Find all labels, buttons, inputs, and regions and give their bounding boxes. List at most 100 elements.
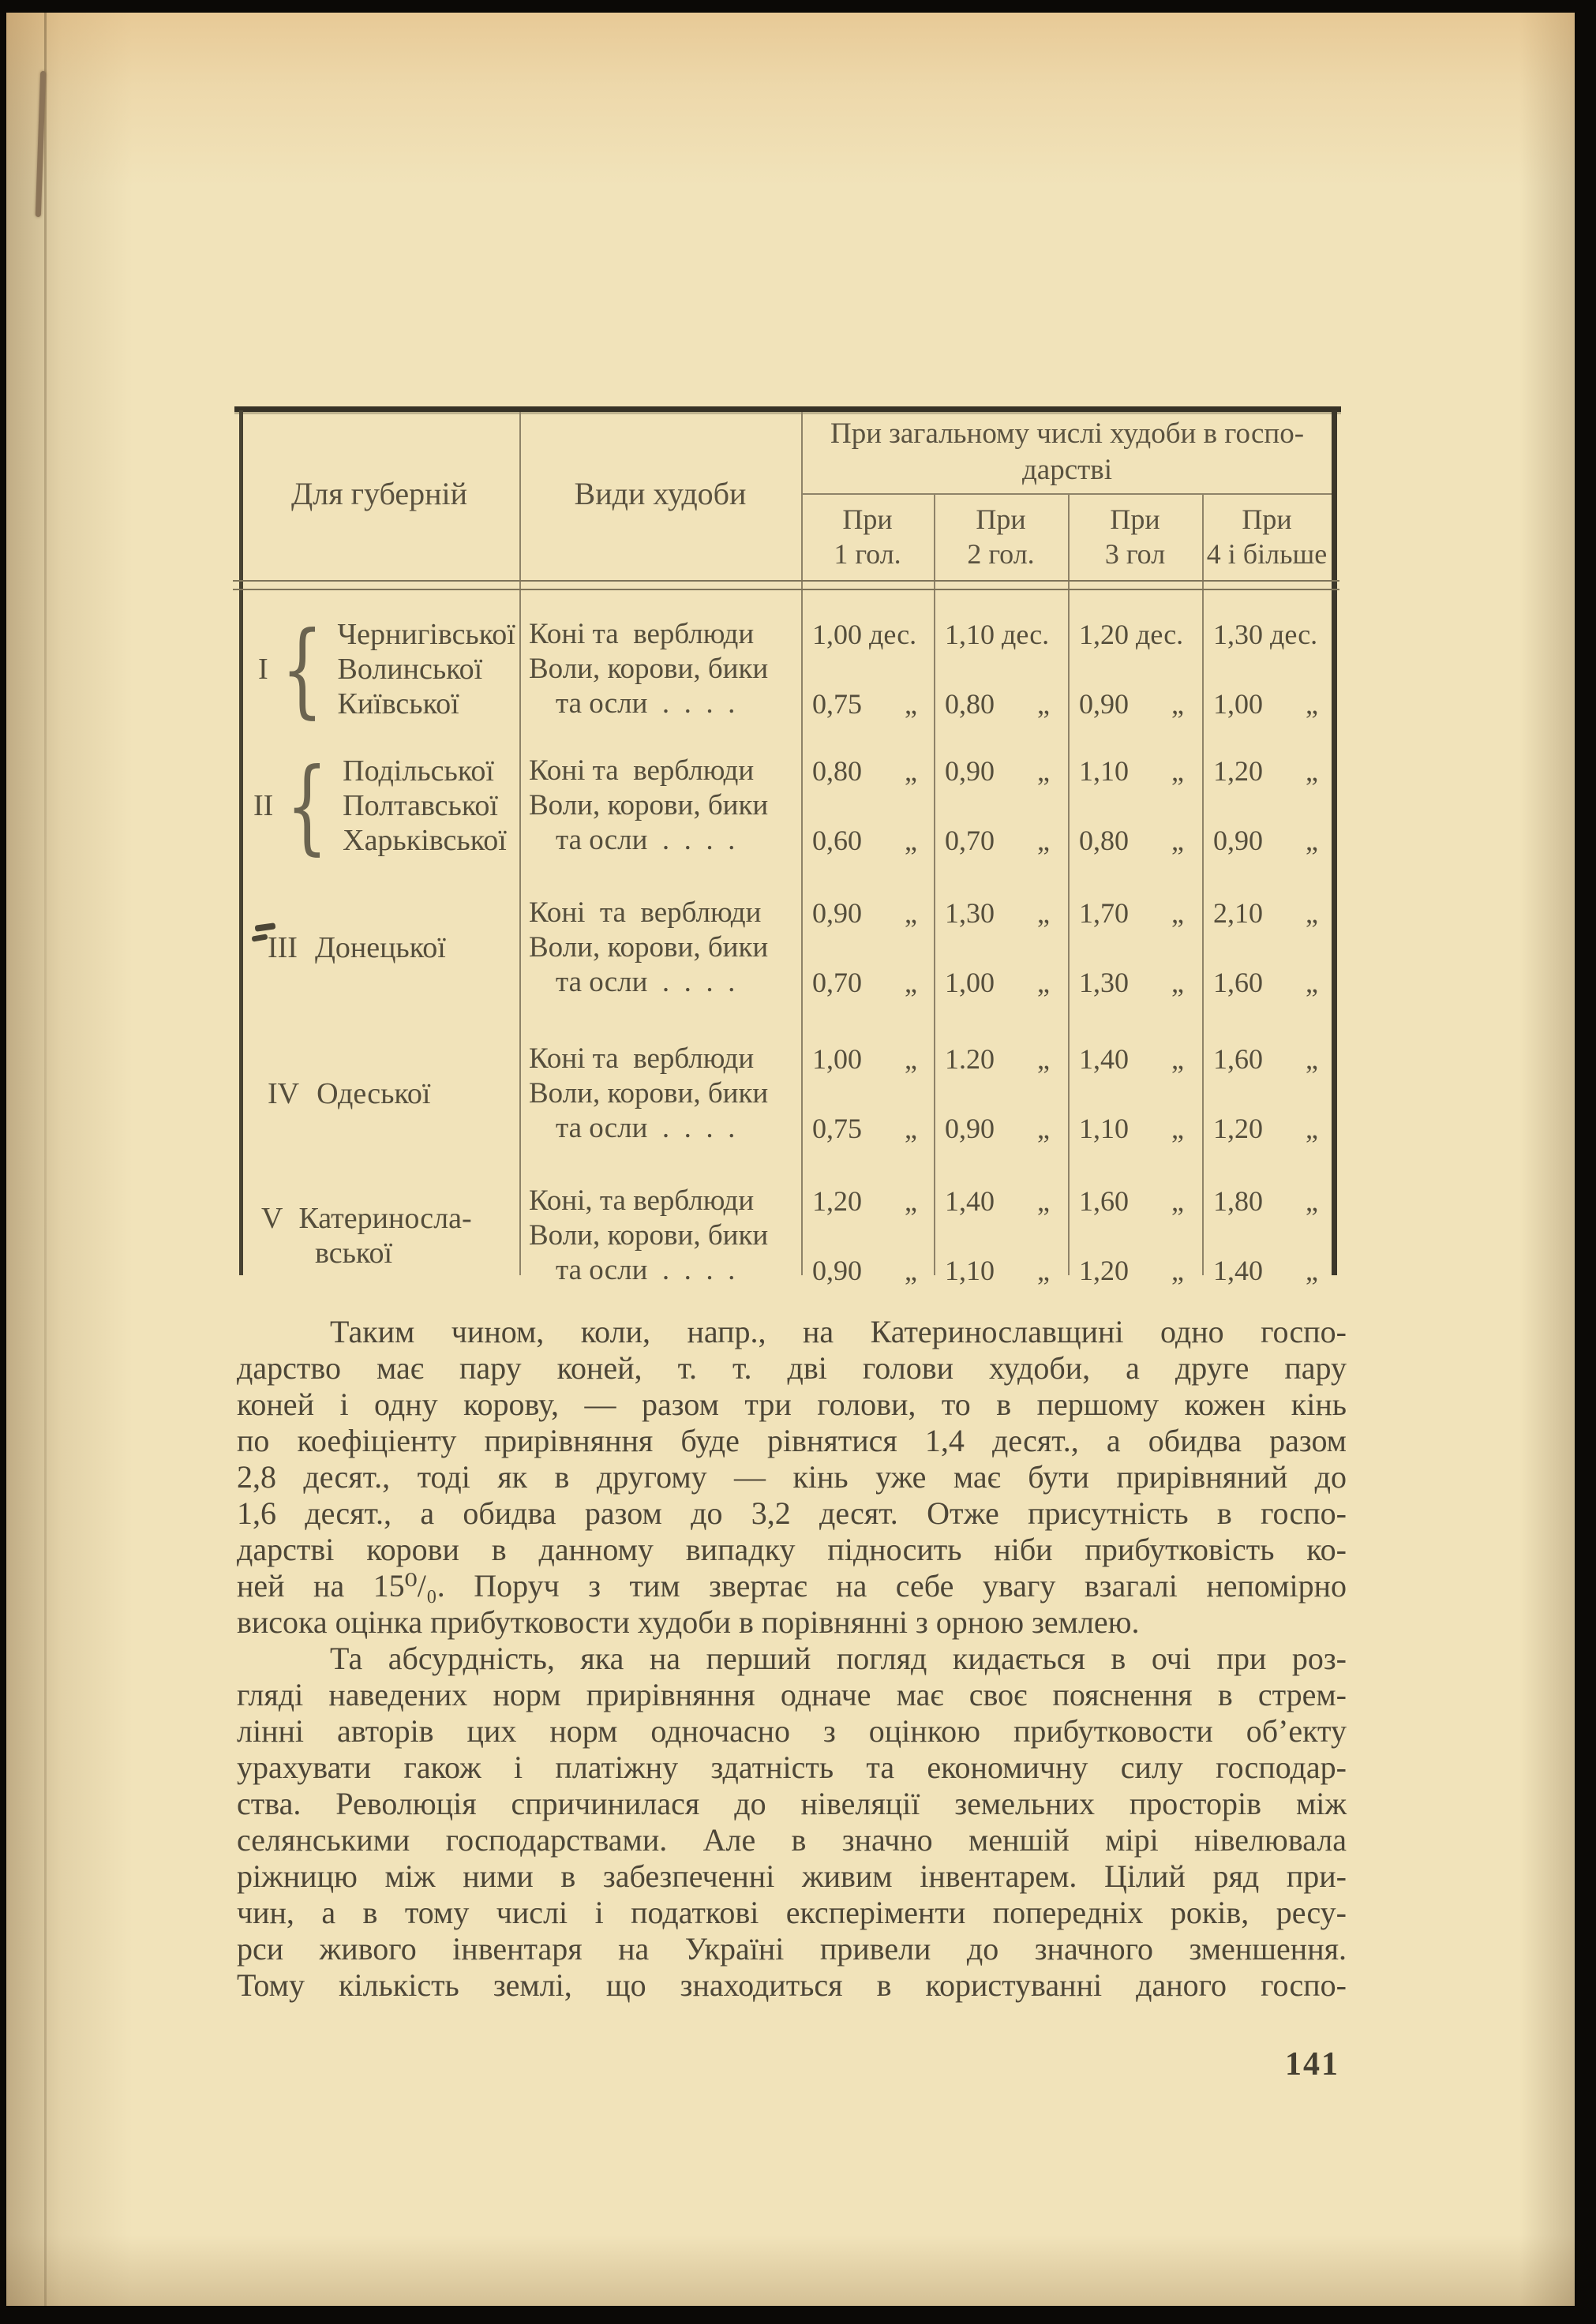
header-double-rule bbox=[233, 580, 1339, 590]
text-line: Таким чином, коли, напр., на Катериносла… bbox=[330, 1314, 1347, 1349]
province: Харьківської bbox=[343, 824, 507, 857]
value-cell: 1,40 „ 1,10 „ bbox=[1068, 1042, 1202, 1146]
table-row: III Донецької Коні та верблюди Воли, кор… bbox=[239, 896, 1337, 1006]
value: 1,80 „ bbox=[1213, 1185, 1318, 1217]
value: 1,00 „ bbox=[812, 1043, 917, 1075]
province: Подільської bbox=[343, 754, 494, 788]
value: 0,90 „ bbox=[945, 755, 1050, 787]
text-line: ства. Революція спричинилася до нівеляці… bbox=[237, 1786, 1347, 1821]
value: 0,90 „ bbox=[812, 1255, 917, 1286]
table-row: IV Одеської Коні та верблюди Воли, коров… bbox=[239, 1042, 1337, 1152]
text-line: чин, а в тому числі і податкові експерім… bbox=[237, 1895, 1347, 1930]
table-right-border bbox=[1332, 410, 1337, 1275]
text-line: селянськими господарствами. Але в значно… bbox=[237, 1822, 1347, 1858]
value: 1,00 дес. bbox=[812, 619, 917, 650]
span-header: При загальному числі худоби в госпо- дар… bbox=[803, 411, 1332, 493]
value-cell: 1,80 „ 1,40 „ bbox=[1202, 1184, 1332, 1288]
text-line: ріжницю між ними в забезпеченні живим ін… bbox=[237, 1858, 1347, 1894]
span-header-line1: При загальному числі худоби в госпо- bbox=[830, 417, 1305, 450]
col2-header: Види худоби bbox=[574, 475, 747, 511]
row-numeral: I bbox=[258, 653, 268, 686]
value: 1,60 „ bbox=[1213, 1043, 1318, 1075]
brace-icon: { bbox=[280, 609, 324, 729]
value-cell: 2,10 „ 1,60 „ bbox=[1202, 896, 1332, 1000]
kind-line: та осли . . . . bbox=[556, 824, 736, 856]
binding-crease bbox=[44, 13, 47, 2306]
col-divider bbox=[1202, 493, 1204, 1275]
value-cell: 1,20 дес. 0,90 „ bbox=[1068, 617, 1202, 721]
table-row: V Катериносла- вської Коні, та верблюди … bbox=[239, 1184, 1337, 1294]
province: Чернигівської bbox=[337, 618, 515, 651]
kind-line: Коні та верблюди bbox=[529, 618, 755, 650]
value-cell: 1,10 „ 0,80 „ bbox=[1068, 754, 1202, 858]
value: 0,75 „ bbox=[812, 688, 917, 720]
value: 1,20 дес. bbox=[1079, 619, 1184, 650]
value: 1,10 „ bbox=[945, 1255, 1050, 1286]
subheader-line: 1 гол. bbox=[834, 538, 901, 570]
book-page: Для губерній Види худоби При загальному … bbox=[6, 13, 1575, 2306]
value: 0,90 „ bbox=[812, 897, 917, 929]
livestock-kinds: Коні та верблюди Воли, корови, бики та о… bbox=[529, 896, 800, 1000]
livestock-kinds: Коні та верблюди Воли, корови, бики та о… bbox=[529, 1042, 800, 1146]
body-text: Таким чином, коли, напр., на Катериносла… bbox=[237, 1314, 1347, 2004]
table-row: II { Подільської Полтавської Харьківсько… bbox=[239, 746, 1337, 865]
value: 1,30 дес. bbox=[1213, 619, 1318, 650]
value: 1,20 „ bbox=[1213, 1113, 1318, 1144]
value: 1,40 „ bbox=[1213, 1255, 1318, 1286]
value-cell: 1,60 „ 1,20 „ bbox=[1202, 1042, 1332, 1146]
col-divider bbox=[519, 412, 521, 1275]
value-cell: 1,40 „ 1,10 „ bbox=[934, 1184, 1068, 1288]
province-list: Подільської Полтавської Харьківської bbox=[343, 754, 507, 858]
subheader-line: 4 і більше bbox=[1206, 538, 1328, 570]
subheader-line: При bbox=[976, 503, 1026, 535]
value-cell: 1,20 „ 0,90 „ bbox=[1202, 754, 1332, 858]
col-divider bbox=[801, 412, 803, 1275]
subheader-line: При bbox=[1110, 503, 1160, 535]
kind-line: та осли . . . . bbox=[556, 1254, 736, 1286]
value-cell: 1,30 дес. 1,00 „ bbox=[1202, 617, 1332, 721]
value: 1,30 „ bbox=[1079, 967, 1184, 998]
value: 0,80 „ bbox=[945, 688, 1050, 720]
value: 1,40 „ bbox=[945, 1185, 1050, 1217]
row-numeral: III bbox=[268, 931, 298, 964]
subheader-4-plus-head: При 4 і більше bbox=[1204, 495, 1330, 578]
value: 1,20 „ bbox=[1213, 755, 1318, 787]
subheader-line: 2 гол. bbox=[967, 538, 1035, 570]
row-group-label: IV Одеської bbox=[268, 1076, 430, 1111]
value: 1,10 дес. bbox=[945, 619, 1050, 650]
row-numeral: II bbox=[253, 789, 274, 822]
row-numeral: IV bbox=[268, 1077, 300, 1110]
brace-icon: { bbox=[286, 746, 328, 866]
value: 0,70 „ bbox=[812, 967, 917, 998]
value: 0,70 „ bbox=[945, 825, 1050, 856]
text-line: 1,6 десят., а обидва разом до 3,2 десят.… bbox=[237, 1495, 1347, 1531]
value: 0,90 „ bbox=[945, 1113, 1050, 1144]
value-cell: 1,10 дес. 0,80 „ bbox=[934, 617, 1068, 721]
text-line: урахувати гакож і платіжну здатність та … bbox=[237, 1750, 1347, 1785]
value: 0,80 „ bbox=[1079, 825, 1184, 856]
table-top-border bbox=[234, 406, 1341, 412]
row-group-label: V Катериносла- bbox=[261, 1201, 472, 1236]
value: 1,20 „ bbox=[1079, 1255, 1184, 1286]
value: 1,60 „ bbox=[1213, 967, 1318, 998]
col1-header: Для губерній bbox=[290, 475, 468, 511]
text-line: ней на 15⁰/₀. Поруч з тим звертає на себ… bbox=[237, 1568, 1347, 1604]
subheader-3-head: При 3 гол bbox=[1070, 495, 1201, 578]
text-line: коней і одну корову, — разом три голови,… bbox=[237, 1387, 1347, 1422]
kind-line: Воли, корови, бики bbox=[529, 789, 769, 821]
row-group-label: II { Подільської Полтавської Харьківсько… bbox=[253, 746, 507, 865]
kind-line: Коні та верблюди bbox=[529, 1042, 755, 1075]
value-cell: 1,30 „ 1,00 „ bbox=[934, 896, 1068, 1000]
col-divider bbox=[1068, 493, 1070, 1275]
value: 2,10 „ bbox=[1213, 897, 1318, 929]
text-line: Тому кількість землі, що знаходиться в к… bbox=[237, 1967, 1347, 2003]
col-divider bbox=[934, 493, 935, 1275]
livestock-coefficient-table: Для губерній Види худоби При загальному … bbox=[233, 406, 1341, 1286]
text-line: дарство має пару коней, т. т. дві голови… bbox=[237, 1350, 1347, 1386]
span-header-divider bbox=[801, 493, 1332, 495]
livestock-kinds: Коні та верблюди Воли, корови, бики та о… bbox=[529, 754, 800, 858]
subheader-line: При bbox=[1242, 503, 1292, 535]
text-line: лінні авторів цих норм одночасно з оцінк… bbox=[237, 1713, 1347, 1749]
province: вської bbox=[315, 1237, 393, 1270]
